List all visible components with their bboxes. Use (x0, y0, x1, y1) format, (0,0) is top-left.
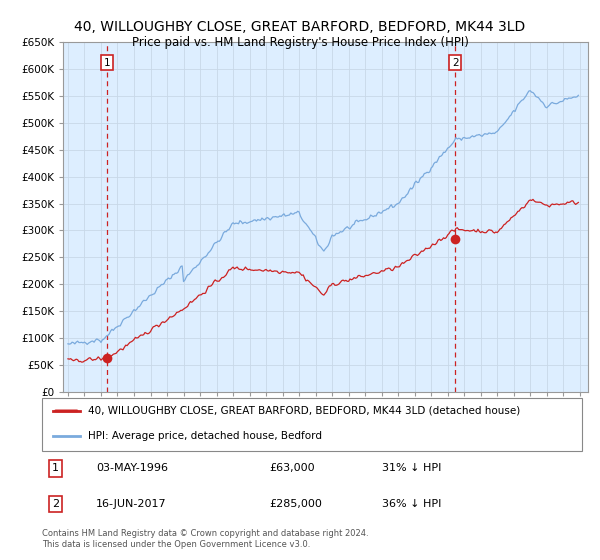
Text: 2: 2 (52, 500, 59, 509)
Text: 36% ↓ HPI: 36% ↓ HPI (382, 500, 442, 509)
Text: 16-JUN-2017: 16-JUN-2017 (96, 500, 167, 509)
Text: £285,000: £285,000 (269, 500, 322, 509)
Text: 31% ↓ HPI: 31% ↓ HPI (382, 464, 442, 473)
Text: HPI: Average price, detached house, Bedford: HPI: Average price, detached house, Bedf… (88, 431, 322, 441)
Text: 40, WILLOUGHBY CLOSE, GREAT BARFORD, BEDFORD, MK44 3LD (detached house): 40, WILLOUGHBY CLOSE, GREAT BARFORD, BED… (88, 406, 520, 416)
Text: 40, WILLOUGHBY CLOSE, GREAT BARFORD, BEDFORD, MK44 3LD: 40, WILLOUGHBY CLOSE, GREAT BARFORD, BED… (74, 20, 526, 34)
FancyBboxPatch shape (42, 398, 582, 451)
Text: 03-MAY-1996: 03-MAY-1996 (96, 464, 168, 473)
Text: 2: 2 (452, 58, 458, 68)
Text: 1: 1 (104, 58, 110, 68)
Text: Contains HM Land Registry data © Crown copyright and database right 2024.
This d: Contains HM Land Registry data © Crown c… (42, 529, 368, 549)
Text: Price paid vs. HM Land Registry's House Price Index (HPI): Price paid vs. HM Land Registry's House … (131, 36, 469, 49)
Text: £63,000: £63,000 (269, 464, 314, 473)
Text: 1: 1 (52, 464, 59, 473)
